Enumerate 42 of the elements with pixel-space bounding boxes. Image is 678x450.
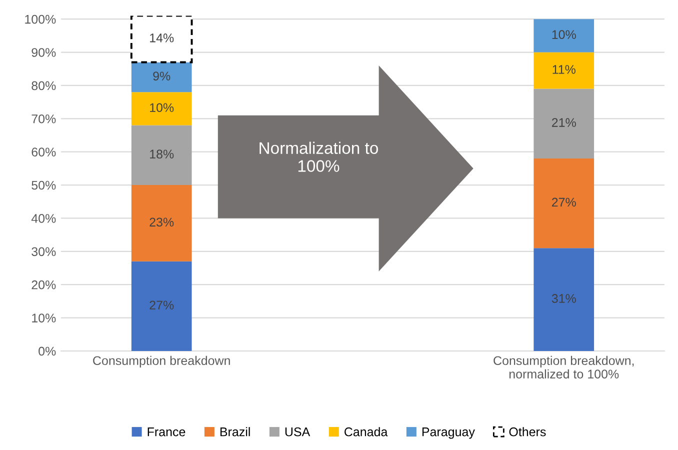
bar [131, 261, 192, 351]
data-label: 14% [150, 34, 174, 42]
bar [131, 92, 192, 126]
y-tick-label: 0% [38, 346, 56, 356]
bar [534, 19, 594, 52]
data-label: 23% [150, 218, 174, 227]
y-tick-label: 60% [32, 148, 56, 156]
legend-label: Brazil [220, 427, 250, 436]
data-label: 9% [153, 72, 170, 81]
x-tick-label: Consumption breakdown, normalized to 100% [494, 356, 634, 379]
y-tick-label: 50% [32, 180, 56, 190]
data-label: 31% [552, 294, 576, 303]
y-tick-label: 30% [32, 247, 56, 256]
y-tick-label: 20% [32, 280, 56, 290]
y-tick-label: 80% [32, 81, 56, 90]
bar [534, 158, 594, 248]
data-label: 18% [150, 150, 174, 159]
data-label: 10% [150, 103, 174, 112]
bar [130, 16, 193, 64]
bar [131, 62, 192, 92]
bar [131, 125, 192, 186]
legend-label: Others [509, 427, 546, 436]
legend-label: Paraguay [422, 428, 475, 439]
x-tick-label: Consumption breakdown [93, 356, 230, 368]
legend-label: USA [285, 427, 310, 436]
y-tick-label: 40% [31, 214, 56, 223]
bar [534, 248, 594, 351]
y-tick-label: 10% [32, 314, 56, 322]
y-tick-label: 100% [25, 14, 56, 24]
annotation: Normalization to 100% [260, 142, 378, 172]
bar [131, 185, 192, 262]
data-label: 27% [150, 300, 174, 310]
y-tick-label: 90% [32, 48, 56, 57]
y-tick-label: 70% [32, 114, 56, 124]
data-label: 21% [552, 118, 576, 127]
bar [534, 52, 594, 89]
legend-label: France [148, 428, 186, 436]
data-label: 10% [552, 30, 576, 40]
legend-label: Canada [344, 427, 388, 436]
data-label: 27% [552, 198, 576, 207]
bar [534, 88, 594, 158]
data-label: 11% [552, 65, 576, 74]
